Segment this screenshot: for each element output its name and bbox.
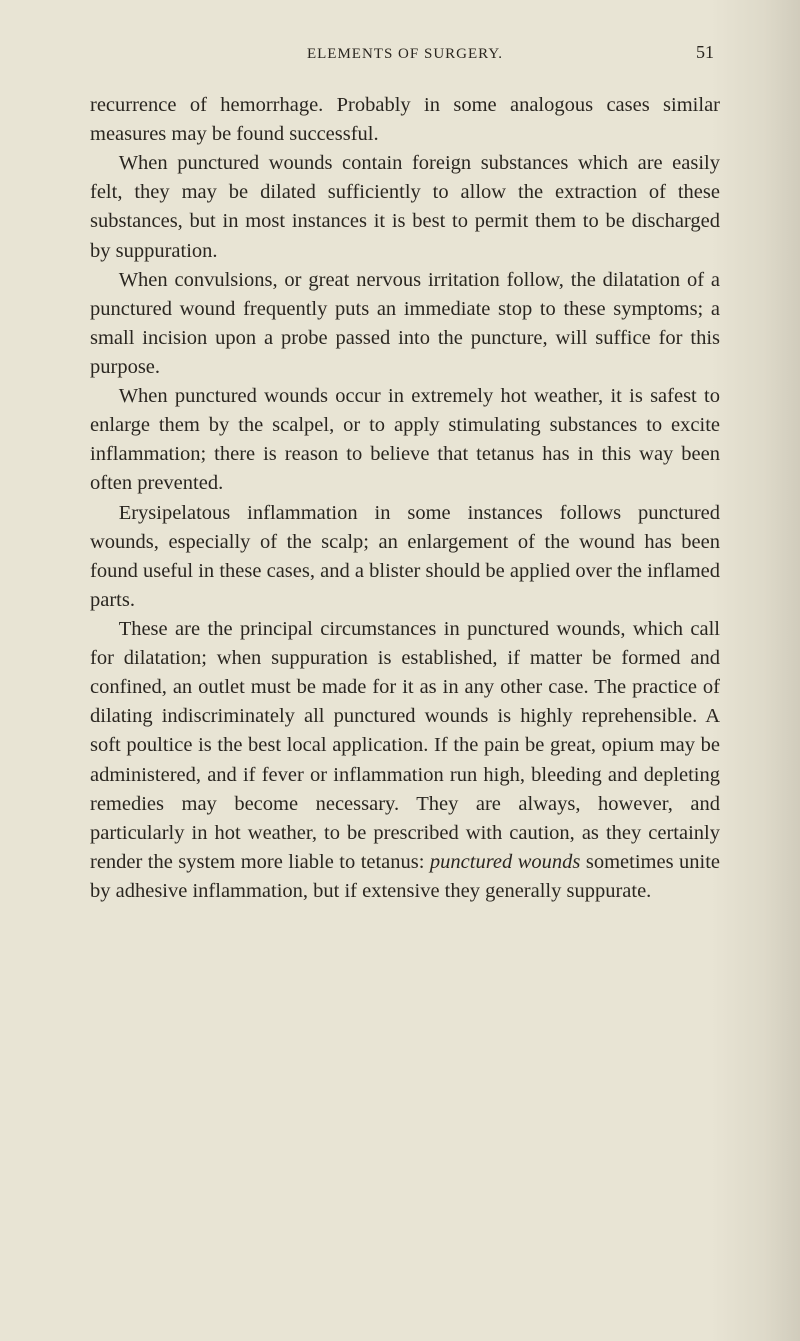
body-text: recurrence of hemorrhage. Probably in so… xyxy=(90,91,720,906)
page-number: 51 xyxy=(674,42,714,63)
italic-phrase: punctured wounds xyxy=(430,851,580,873)
running-head: ELEMENTS OF SURGERY. xyxy=(136,46,674,63)
page-header: ELEMENTS OF SURGERY. 51 xyxy=(90,42,720,63)
page-edge-shadow xyxy=(710,0,800,1341)
paragraph: When punctured wounds contain foreign su… xyxy=(90,149,720,265)
paragraph: These are the principal circumstances in… xyxy=(90,615,720,906)
paragraph: Erysipelatous inflammation in some insta… xyxy=(90,499,720,615)
paragraph: recurrence of hemorrhage. Probably in so… xyxy=(90,91,720,149)
paragraph: When convulsions, or great nervous irrit… xyxy=(90,266,720,382)
paragraph: When punctured wounds occur in extremely… xyxy=(90,382,720,498)
